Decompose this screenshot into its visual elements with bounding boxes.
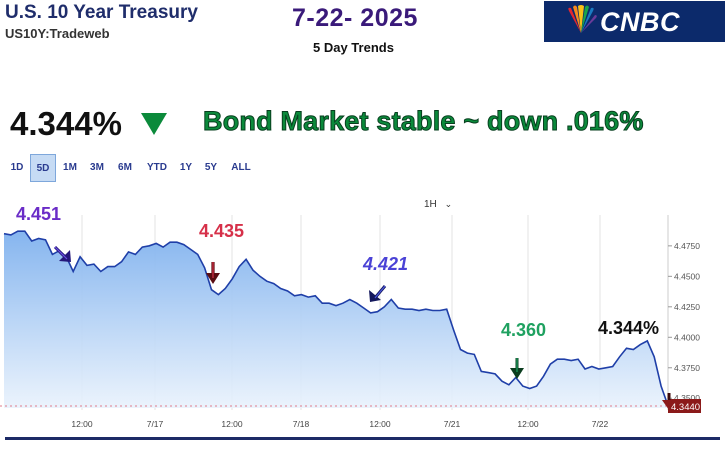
market-headline: Bond Market stable ~ down .016% bbox=[203, 106, 644, 137]
current-value-text: 4.3440 bbox=[671, 402, 700, 413]
y-tick-label: 4.4000 bbox=[674, 332, 700, 342]
interval-select[interactable]: 1H ⌄ bbox=[424, 199, 452, 210]
x-tick-label: 7/22 bbox=[592, 419, 609, 429]
y-axis: 4.4750 4.4500 4.4250 4.4000 4.3750 4.3500 bbox=[668, 241, 700, 403]
trend-subtitle: 5 Day Trends bbox=[313, 40, 394, 55]
y-tick-label: 4.4250 bbox=[674, 302, 700, 312]
x-tick-label: 7/21 bbox=[444, 419, 461, 429]
peacock-icon bbox=[568, 5, 597, 34]
x-axis: 12:00 7/17 12:00 7/18 12:00 7/21 12:00 7/22 bbox=[71, 419, 608, 429]
annotation-4435: 4.435 bbox=[199, 221, 245, 241]
tab-6m[interactable]: 6M bbox=[118, 162, 132, 173]
tab-all[interactable]: ALL bbox=[231, 162, 251, 173]
tab-5y[interactable]: 5Y bbox=[204, 162, 218, 173]
tab-ytd[interactable]: YTD bbox=[147, 162, 167, 173]
y-tick-label: 4.3750 bbox=[674, 363, 700, 373]
x-tick-label: 7/17 bbox=[147, 419, 164, 429]
tab-1m[interactable]: 1M bbox=[63, 162, 77, 173]
current-price: 4.344% bbox=[10, 105, 122, 142]
arrow-down-right-icon bbox=[53, 245, 71, 262]
tab-5d[interactable]: 5D bbox=[30, 154, 56, 182]
logo-text: CNBC bbox=[600, 7, 680, 37]
tab-3m[interactable]: 3M bbox=[90, 162, 104, 173]
date-title: 7-22- 2025 bbox=[292, 4, 418, 32]
arrow-down-icon bbox=[662, 393, 676, 410]
down-triangle-icon bbox=[141, 113, 167, 135]
interval-value: 1H bbox=[424, 199, 437, 210]
x-tick-label: 12:00 bbox=[369, 419, 391, 429]
bottom-divider bbox=[5, 437, 720, 440]
y-tick-label: 4.4500 bbox=[674, 271, 700, 281]
y-tick-label: 4.3500 bbox=[674, 393, 700, 403]
annotation-4360: 4.360 bbox=[501, 320, 547, 340]
yield-chart: 4.4750 4.4500 4.4250 4.4000 4.3750 4.3500 12:… bbox=[0, 215, 701, 429]
x-tick-label: 12:00 bbox=[221, 419, 243, 429]
x-tick-label: 7/18 bbox=[293, 419, 310, 429]
annotation-4421: 4.421 bbox=[363, 254, 409, 274]
x-tick-label: 12:00 bbox=[71, 419, 93, 429]
chart-series-line bbox=[3, 230, 669, 406]
x-tick-label: 12:00 bbox=[517, 419, 539, 429]
current-value-label: 4.3440 bbox=[668, 399, 701, 413]
annotation-4344: 4.344% bbox=[598, 318, 660, 338]
cnbc-logo: CNBC bbox=[544, 1, 725, 42]
annotation-4451: 4.451 bbox=[16, 204, 62, 224]
symbol-title: U.S. 10 Year Treasury bbox=[5, 2, 198, 23]
tab-1y[interactable]: 1Y bbox=[179, 162, 193, 173]
tab-1d[interactable]: 1D bbox=[10, 162, 24, 173]
arrow-down-icon bbox=[206, 262, 220, 284]
arrow-down-left-icon bbox=[369, 285, 387, 302]
chevron-down-icon: ⌄ bbox=[444, 199, 453, 209]
arrow-down-icon bbox=[510, 358, 524, 379]
symbol-subtitle: US10Y:Tradeweb bbox=[5, 26, 110, 41]
chart-area-fill bbox=[4, 231, 668, 408]
y-tick-label: 4.4750 bbox=[674, 241, 700, 251]
